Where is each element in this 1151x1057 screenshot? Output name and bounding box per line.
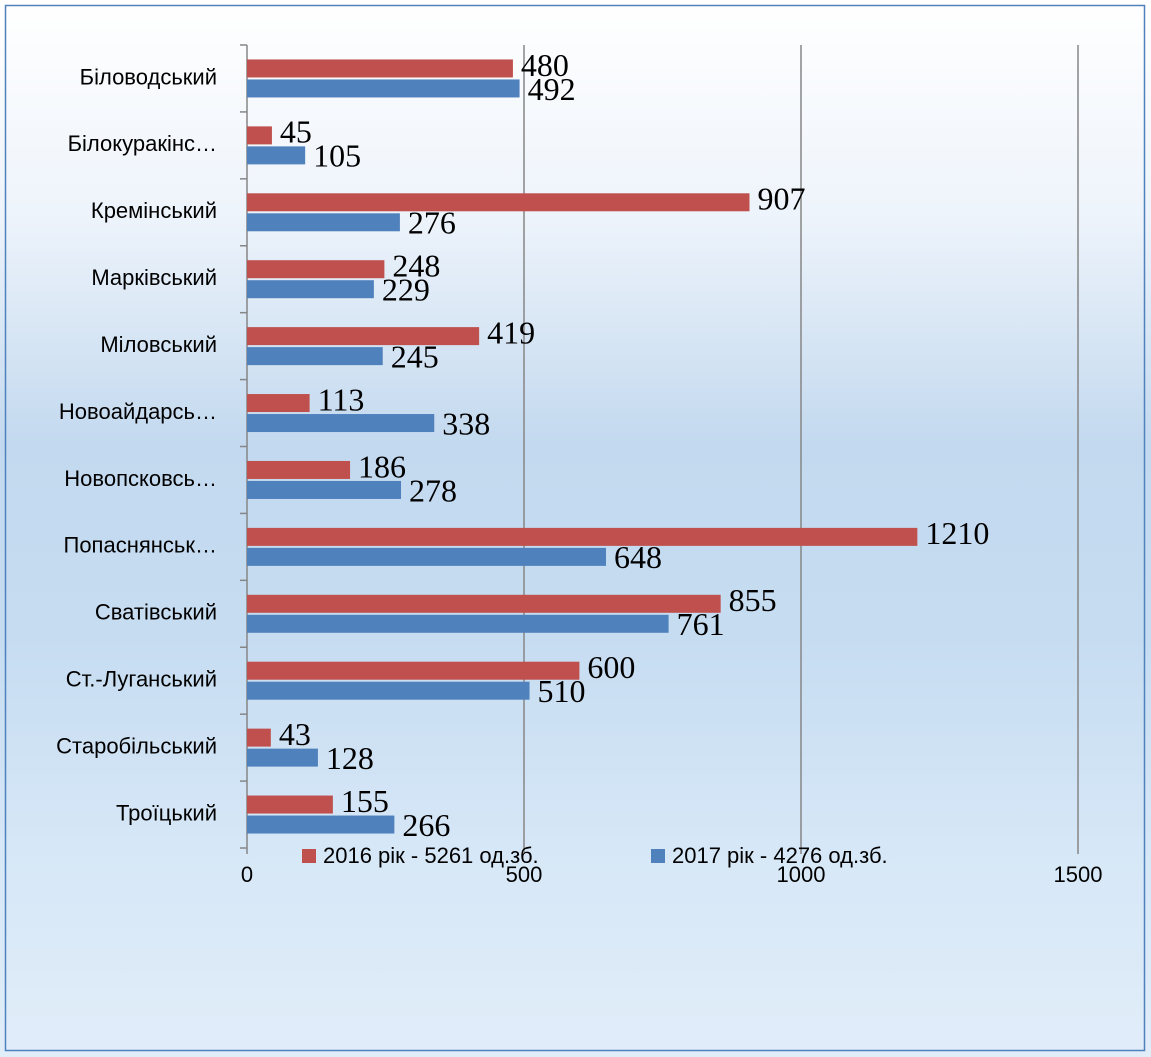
x-tick-label: 0 bbox=[241, 862, 253, 887]
bar bbox=[247, 614, 669, 633]
value-label: 128 bbox=[326, 740, 374, 776]
bar bbox=[247, 460, 351, 479]
bar bbox=[247, 527, 918, 546]
bar bbox=[247, 795, 333, 814]
value-label: 186 bbox=[358, 448, 406, 484]
y-tick-label: Старобільський bbox=[56, 733, 217, 758]
bar bbox=[247, 146, 306, 165]
y-tick-label: Попаснянськ… bbox=[64, 533, 218, 558]
bar bbox=[247, 815, 395, 834]
bar bbox=[247, 79, 520, 98]
value-label: 1210 bbox=[925, 515, 989, 551]
value-label: 266 bbox=[402, 807, 450, 843]
value-label: 510 bbox=[538, 673, 586, 709]
value-label: 248 bbox=[392, 248, 440, 284]
bar bbox=[247, 728, 271, 747]
legend-label: 2017 рік - 4276 од.зб. bbox=[672, 843, 888, 868]
bar bbox=[247, 347, 383, 366]
value-label: 600 bbox=[587, 649, 635, 685]
value-label: 338 bbox=[442, 405, 490, 441]
value-label: 43 bbox=[279, 716, 311, 752]
bar bbox=[247, 681, 530, 700]
value-label: 229 bbox=[382, 272, 430, 308]
y-tick-label: Білокуракінс… bbox=[68, 131, 217, 156]
value-label: 113 bbox=[318, 381, 365, 417]
value-label: 492 bbox=[528, 71, 576, 107]
bar bbox=[247, 594, 721, 613]
bar bbox=[247, 414, 435, 433]
value-label: 419 bbox=[487, 314, 535, 350]
bar bbox=[247, 480, 402, 499]
bar bbox=[247, 327, 480, 346]
legend-swatch bbox=[302, 849, 316, 863]
x-tick-label: 1000 bbox=[777, 862, 826, 887]
x-tick-label: 1500 bbox=[1054, 862, 1103, 887]
y-tick-label: Біловодський bbox=[80, 64, 217, 89]
bar bbox=[247, 59, 513, 78]
y-tick-label: Ст.-Луганський bbox=[66, 667, 217, 692]
value-label: 105 bbox=[313, 138, 361, 174]
value-label: 907 bbox=[757, 181, 805, 217]
value-label: 45 bbox=[280, 114, 312, 150]
value-label: 278 bbox=[409, 472, 457, 508]
value-label: 155 bbox=[341, 783, 389, 819]
value-label: 648 bbox=[614, 539, 662, 575]
value-label: 761 bbox=[677, 606, 725, 642]
y-tick-label: Кремінський bbox=[91, 198, 217, 223]
legend-label: 2016 рік - 5261 од.зб. bbox=[323, 843, 539, 868]
bar bbox=[247, 193, 750, 212]
bar bbox=[247, 748, 318, 767]
value-label: 245 bbox=[391, 338, 439, 374]
y-tick-label: Новопсковсь… bbox=[64, 466, 217, 491]
y-tick-label: Міловський bbox=[100, 332, 217, 357]
legend-swatch bbox=[651, 849, 665, 863]
bar bbox=[247, 547, 606, 566]
bar bbox=[247, 661, 580, 680]
value-label: 276 bbox=[408, 205, 456, 241]
value-label: 480 bbox=[521, 47, 569, 83]
y-tick-label: Троїцький bbox=[116, 800, 217, 825]
bar bbox=[247, 280, 374, 299]
y-tick-label: Сватівський bbox=[95, 600, 217, 625]
y-tick-label: Марківський bbox=[91, 265, 217, 290]
x-tick-label: 500 bbox=[506, 862, 543, 887]
bar bbox=[247, 126, 272, 145]
bar bbox=[247, 213, 400, 232]
frame-border bbox=[4, 4, 1146, 1052]
bar bbox=[247, 260, 385, 279]
bar bbox=[247, 394, 310, 413]
value-label: 855 bbox=[729, 582, 777, 618]
y-tick-label: Новоайдарсь… bbox=[59, 399, 217, 424]
